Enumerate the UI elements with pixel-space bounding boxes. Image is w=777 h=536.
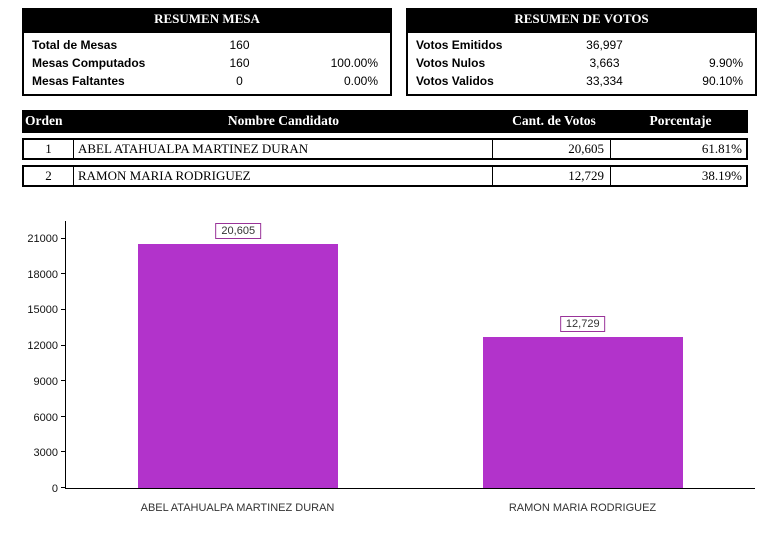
table-row: Mesas Faltantes 0 0.00% <box>24 72 390 90</box>
y-tick-label: 6000 <box>33 411 58 424</box>
y-tick-label: 21000 <box>27 232 58 245</box>
candidates-table: Orden Nombre Candidato Cant. de Votos Po… <box>22 110 748 187</box>
table-row: 1 ABEL ATAHUALPA MARTINEZ DURAN 20,605 6… <box>22 138 748 160</box>
candidate-votes: 12,729 <box>493 167 611 185</box>
table-row: Votos Emitidos 36,997 <box>408 36 755 54</box>
row-value: 36,997 <box>586 38 623 52</box>
x-axis-labels: ABEL ATAHUALPA MARTINEZ DURAN RAMON MARI… <box>65 493 755 519</box>
bar-candidate-1: 20,605 <box>138 222 339 488</box>
resumen-votos-table: RESUMEN DE VOTOS Votos Emitidos 36,997 V… <box>406 8 757 96</box>
candidate-orden: 1 <box>24 140 74 158</box>
x-axis-label: RAMON MARIA RODRIGUEZ <box>508 502 657 514</box>
candidate-votes: 20,605 <box>493 140 611 158</box>
candidate-pct: 61.81% <box>701 141 742 156</box>
y-tick-label: 18000 <box>27 268 58 281</box>
table-row: 2 RAMON MARIA RODRIGUEZ 12,729 38.19% <box>22 165 748 187</box>
row-value: 160 <box>229 38 250 52</box>
plot-area: 20,605 12,729 <box>61 221 755 489</box>
y-tick-mark <box>61 451 66 453</box>
y-tick-mark <box>61 273 66 275</box>
resumen-mesa-title: RESUMEN MESA <box>22 8 392 31</box>
y-tick-mark <box>61 380 66 382</box>
candidate-name: RAMON MARIA RODRIGUEZ <box>74 167 493 185</box>
resumen-votos-title: RESUMEN DE VOTOS <box>406 8 757 31</box>
row-value: 3,663 <box>589 56 620 70</box>
bar-candidate-2: 12,729 <box>482 315 683 488</box>
column-header-orden: Orden <box>25 113 63 128</box>
y-tick-label: 0 <box>51 483 58 495</box>
bar-column: 20,605 <box>66 221 411 488</box>
resumen-mesa-body: Total de Mesas 160 Mesas Computados 160 … <box>22 31 392 96</box>
row-pct: 0.00% <box>343 74 378 88</box>
row-label: Votos Nulos <box>416 56 486 70</box>
table-row: Mesas Computados 160 100.00% <box>24 54 390 72</box>
bar-value-label: 12,729 <box>559 315 606 332</box>
y-tick-mark <box>61 237 66 239</box>
candidates-table-header: Orden Nombre Candidato Cant. de Votos Po… <box>22 110 748 133</box>
row-pct: 9.90% <box>708 56 743 70</box>
y-tick-mark <box>61 344 66 346</box>
y-tick-label: 15000 <box>27 304 58 317</box>
bar-column: 12,729 <box>411 221 756 488</box>
bars-container: 20,605 12,729 <box>66 221 755 488</box>
summary-section: RESUMEN MESA Total de Mesas 160 Mesas Co… <box>0 0 777 96</box>
resumen-votos-body: Votos Emitidos 36,997 Votos Nulos 3,663 … <box>406 31 757 96</box>
resumen-mesa-table: RESUMEN MESA Total de Mesas 160 Mesas Co… <box>22 8 392 96</box>
bar-value-label: 20,605 <box>215 222 262 239</box>
row-value: 160 <box>229 56 250 70</box>
candidate-orden: 2 <box>24 167 74 185</box>
row-pct: 100.00% <box>330 56 378 70</box>
y-tick-label: 9000 <box>33 375 58 388</box>
y-tick-label: 3000 <box>33 447 58 460</box>
candidate-pct: 38.19% <box>701 168 742 183</box>
y-tick-mark <box>61 415 66 417</box>
row-label: Votos Validos <box>416 74 494 88</box>
column-header-votos: Cant. de Votos <box>512 113 596 128</box>
column-header-porcentaje: Porcentaje <box>649 113 712 128</box>
x-axis-label: ABEL ATAHUALPA MARTINEZ DURAN <box>140 502 335 514</box>
column-header-nombre: Nombre Candidato <box>227 113 340 128</box>
row-label: Votos Emitidos <box>416 38 503 52</box>
y-tick-mark <box>61 309 66 310</box>
row-value: 33,334 <box>586 74 623 88</box>
y-tick-mark <box>61 487 66 488</box>
row-value: 0 <box>236 74 243 88</box>
row-pct: 90.10% <box>702 74 743 88</box>
table-row: Votos Validos 33,334 90.10% <box>408 72 755 90</box>
y-axis: 0 3000 6000 9000 12000 15000 18000 21000 <box>22 221 58 495</box>
row-label: Total de Mesas <box>32 38 118 52</box>
table-row: Votos Nulos 3,663 9.90% <box>408 54 755 72</box>
votes-bar-chart: 0 3000 6000 9000 12000 15000 18000 21000 20,605… <box>22 207 755 519</box>
row-label: Mesas Computados <box>32 56 146 70</box>
row-label: Mesas Faltantes <box>32 74 125 88</box>
table-row: Total de Mesas 160 <box>24 36 390 54</box>
candidate-name: ABEL ATAHUALPA MARTINEZ DURAN <box>74 140 493 158</box>
y-tick-label: 12000 <box>27 340 58 353</box>
